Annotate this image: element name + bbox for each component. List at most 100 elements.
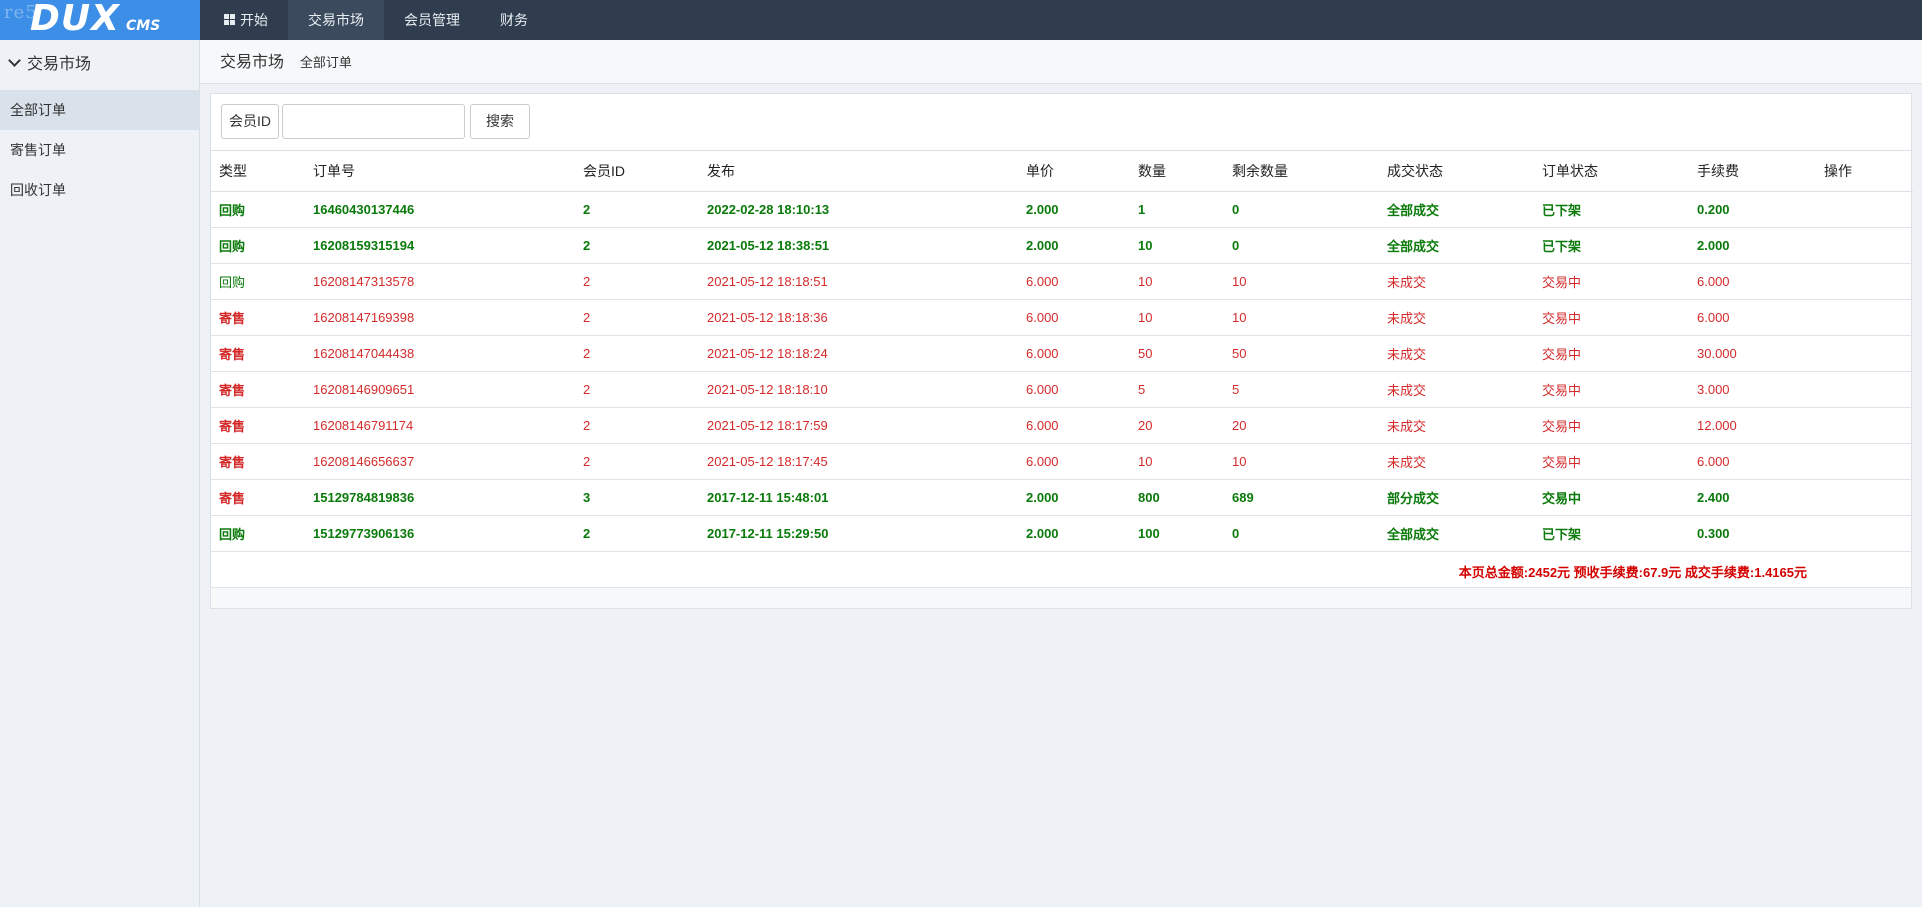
table-row[interactable]: 回购 16208147313578 2 2021-05-12 18:18:51 6.00…: [211, 263, 1913, 300]
table-cell: 2: [575, 227, 699, 264]
table-cell: 6.000: [1018, 371, 1130, 408]
table-cell: 回购: [211, 515, 305, 552]
table-cell: 2.000: [1018, 479, 1130, 516]
table-cell: 寄售: [211, 479, 305, 516]
nav-item-label: 开始: [240, 12, 268, 28]
sidebar-item-all-orders[interactable]: 全部订单: [0, 90, 199, 130]
column-header: 订单号: [305, 151, 575, 192]
table-cell: 寄售: [211, 371, 305, 408]
table-cell: 2.400: [1689, 479, 1816, 516]
table-cell: 6.000: [1018, 299, 1130, 336]
table-cell: 2021-05-12 18:17:45: [699, 443, 1018, 480]
table-cell: 16208146909651: [305, 371, 575, 408]
table-cell: 20: [1224, 407, 1379, 444]
column-header: 会员ID: [575, 151, 699, 192]
nav-item-market[interactable]: 交易市场: [288, 0, 384, 40]
table-cell: 回购: [211, 227, 305, 264]
table-cell: 6.000: [1018, 263, 1130, 300]
page-subtitle: 全部订单: [299, 55, 352, 70]
column-header: 订单状态: [1534, 151, 1689, 192]
table-row[interactable]: 回购 16208159315194 2 2021-05-12 18:38:51 2.00…: [211, 227, 1913, 264]
sidebar-item-label: 寄售订单: [10, 142, 66, 158]
table-cell: 100: [1130, 515, 1224, 552]
sidebar-heading-label: 交易市场: [27, 56, 92, 73]
windows-icon: [224, 14, 236, 26]
logo[interactable]: re5 DUX CMS: [0, 0, 200, 40]
column-header: 单价: [1018, 151, 1130, 192]
nav-item-finance[interactable]: 财务: [480, 0, 548, 40]
table-cell: 16208159315194: [305, 227, 575, 264]
nav-item-label: 交易市场: [308, 12, 364, 28]
column-header: 类型: [211, 151, 305, 192]
sidebar-item-buyback-orders[interactable]: 回收订单: [0, 170, 199, 210]
table-cell: 0: [1224, 191, 1379, 228]
table-cell: 16208147169398: [305, 299, 575, 336]
table-cell: 全部成交: [1379, 515, 1534, 552]
table-row[interactable]: 寄售 16208146909651 2 2021-05-12 18:18:10 6.00…: [211, 371, 1913, 408]
nav-item-start[interactable]: 开始: [204, 0, 288, 40]
table-cell: 交易中: [1534, 299, 1689, 336]
table-cell: 689: [1224, 479, 1379, 516]
sidebar-item-consign-orders[interactable]: 寄售订单: [0, 130, 199, 170]
nav-item-members[interactable]: 会员管理: [384, 0, 480, 40]
table-row[interactable]: 寄售 15129784819836 3 2017-12-11 15:48:01 2.00…: [211, 479, 1913, 516]
search-bar: 会员ID 搜索: [211, 94, 1911, 151]
table-cell: [1816, 227, 1913, 264]
table-cell: 2: [575, 515, 699, 552]
table-cell: 10: [1224, 299, 1379, 336]
table-cell: 交易中: [1534, 407, 1689, 444]
table-cell: 寄售: [211, 443, 305, 480]
table-cell: 全部成交: [1379, 227, 1534, 264]
table-row[interactable]: 寄售 16208147044438 2 2021-05-12 18:18:24 6.00…: [211, 335, 1913, 372]
table-cell: 已下架: [1534, 515, 1689, 552]
table-cell: 6.000: [1689, 263, 1816, 300]
search-button[interactable]: 搜索: [470, 104, 530, 139]
table-cell: 6.000: [1018, 443, 1130, 480]
table-cell: 2.000: [1018, 191, 1130, 228]
table-cell: 寄售: [211, 299, 305, 336]
table-row[interactable]: 寄售 16208147169398 2 2021-05-12 18:18:36 6.00…: [211, 299, 1913, 336]
table-cell: 2021-05-12 18:18:24: [699, 335, 1018, 372]
table-cell: 2021-05-12 18:18:36: [699, 299, 1018, 336]
table-cell: 6.000: [1018, 407, 1130, 444]
table-cell: 2: [575, 371, 699, 408]
table-cell: 0.300: [1689, 515, 1816, 552]
column-header: 数量: [1130, 151, 1224, 192]
table-row[interactable]: 回购 15129773906136 2 2017-12-11 15:29:50 2.00…: [211, 515, 1913, 552]
table-cell: 未成交: [1379, 263, 1534, 300]
table-row[interactable]: 寄售 16208146791174 2 2021-05-12 18:17:59 6.00…: [211, 407, 1913, 444]
table-cell: 20: [1130, 407, 1224, 444]
table-cell: 已下架: [1534, 227, 1689, 264]
table-cell: 2: [575, 407, 699, 444]
table-cell: 50: [1130, 335, 1224, 372]
table-cell: 10: [1130, 227, 1224, 264]
sidebar-item-label: 回收订单: [10, 182, 66, 198]
orders-panel: 会员ID 搜索 类型 订单号 会员ID 发布 单价 数量 剩余数量 成交状态 订…: [210, 93, 1913, 609]
member-id-input[interactable]: [282, 104, 465, 139]
chevron-down-icon: [8, 54, 21, 67]
table-cell: 2021-05-12 18:38:51: [699, 227, 1018, 264]
page-title: 交易市场: [220, 54, 285, 71]
table-cell: 未成交: [1379, 407, 1534, 444]
table-row[interactable]: 寄售 16208146656637 2 2021-05-12 18:17:45 6.00…: [211, 443, 1913, 480]
table-cell: [1816, 335, 1913, 372]
table-cell: 2: [575, 191, 699, 228]
main-nav: 开始 交易市场 会员管理 财务: [204, 0, 548, 40]
table-row[interactable]: 回购 16460430137446 2 2022-02-28 18:10:13 2.00…: [211, 191, 1913, 228]
nav-item-label: 财务: [500, 12, 528, 28]
table-cell: 800: [1130, 479, 1224, 516]
table-cell: 10: [1224, 263, 1379, 300]
table-cell: 交易中: [1534, 443, 1689, 480]
table-cell: 10: [1130, 443, 1224, 480]
table-cell: [1816, 263, 1913, 300]
table-cell: 交易中: [1534, 263, 1689, 300]
table-cell: 已下架: [1534, 191, 1689, 228]
table-cell: 0: [1224, 227, 1379, 264]
column-header: 剩余数量: [1224, 151, 1379, 192]
sidebar-heading[interactable]: 交易市场: [0, 40, 199, 90]
table-cell: 2021-05-12 18:18:51: [699, 263, 1018, 300]
table-cell: 全部成交: [1379, 191, 1534, 228]
logo-sub: CMS: [126, 18, 161, 34]
logo-brand: DUX: [30, 0, 120, 39]
table-cell: 寄售: [211, 335, 305, 372]
